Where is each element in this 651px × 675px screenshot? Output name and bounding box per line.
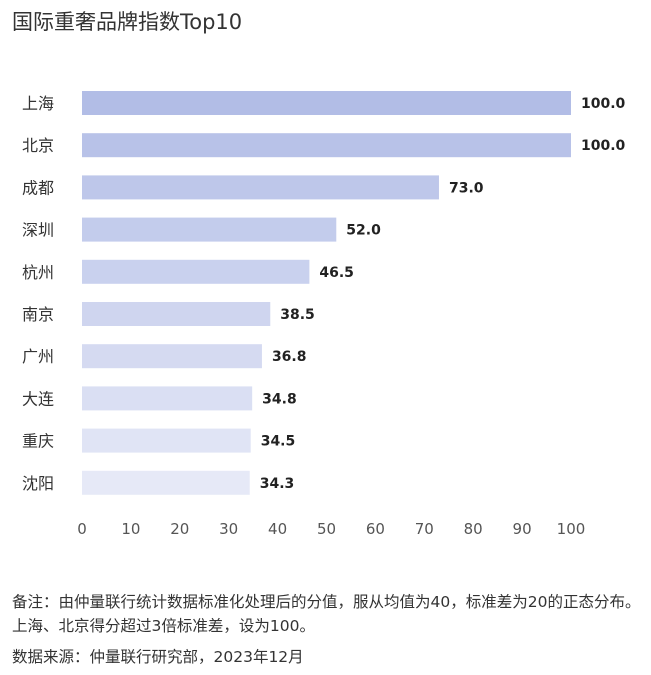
category-label: 南京 — [22, 305, 54, 324]
x-tick-label: 10 — [121, 520, 140, 538]
bar — [82, 217, 337, 242]
value-label: 52.0 — [346, 223, 381, 239]
category-label: 成都 — [22, 178, 54, 197]
bar — [82, 344, 262, 369]
value-label: 34.5 — [261, 434, 296, 450]
footnote: 备注：由仲量联行统计数据标准化处理后的分值，服从均值为40，标准差为20的正态分… — [12, 593, 641, 635]
value-label: 36.8 — [272, 349, 307, 365]
category-label: 大连 — [22, 389, 54, 408]
bar — [82, 133, 571, 158]
bar — [82, 470, 250, 495]
bar — [82, 259, 310, 284]
category-label: 上海 — [22, 94, 54, 113]
x-tick-label: 70 — [415, 520, 434, 538]
category-label: 北京 — [22, 136, 54, 155]
x-tick-label: 100 — [557, 520, 586, 538]
chart-title: 国际重奢品牌指数Top10 — [12, 10, 243, 34]
bar — [82, 386, 253, 411]
value-label: 100.0 — [581, 96, 626, 112]
value-label: 100.0 — [581, 138, 626, 154]
category-label: 杭州 — [22, 263, 54, 282]
category-label: 沈阳 — [22, 474, 54, 493]
value-label: 34.3 — [260, 476, 295, 492]
bar-chart: 上海 100.0 北京 100.0 成都 73.0 深圳 52.0 杭州 46.5 南京 38.5 广州… — [22, 91, 626, 538]
bar — [82, 91, 571, 115]
value-label: 38.5 — [280, 307, 315, 323]
x-tick-label: 50 — [317, 520, 336, 538]
x-tick-label: 0 — [77, 520, 87, 538]
category-label: 广州 — [22, 347, 54, 366]
value-label: 73.0 — [449, 180, 484, 196]
x-tick-label: 20 — [170, 520, 189, 538]
x-tick-label: 60 — [366, 520, 385, 538]
value-label: 46.5 — [319, 265, 354, 281]
value-label: 34.8 — [262, 391, 297, 407]
bar — [82, 175, 439, 200]
x-tick-label: 80 — [464, 520, 483, 538]
data-source: 数据来源：仲量联行研究部，2023年12月 — [12, 648, 304, 666]
bar — [82, 302, 271, 326]
category-label: 深圳 — [22, 221, 54, 240]
category-label: 重庆 — [22, 432, 54, 451]
bar — [82, 428, 251, 453]
x-tick-label: 40 — [268, 520, 287, 538]
x-tick-label: 30 — [219, 520, 238, 538]
x-tick-label: 90 — [513, 520, 532, 538]
